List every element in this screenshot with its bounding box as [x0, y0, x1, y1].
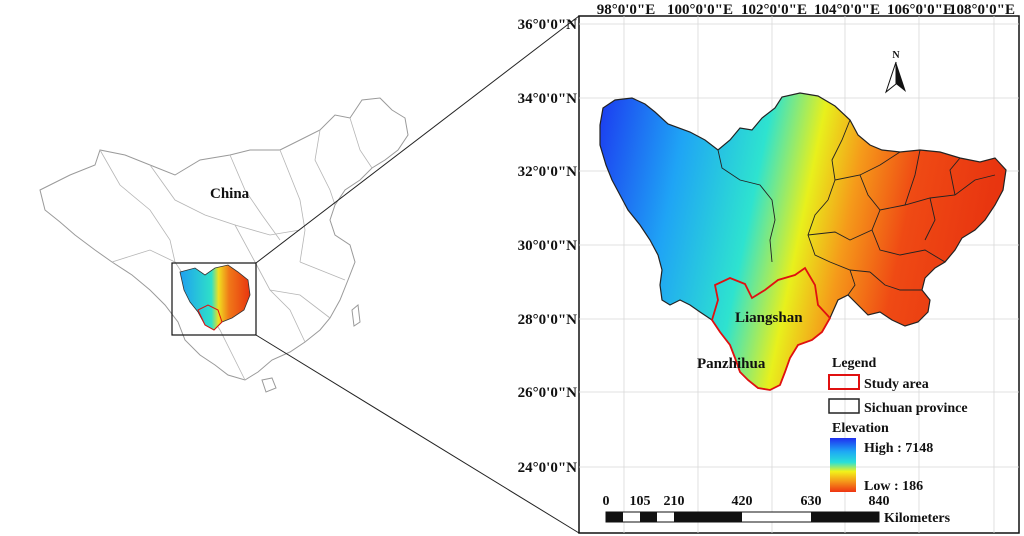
- connector-bottom: [255, 334, 580, 534]
- lon-label: 102°0'0"E: [741, 2, 807, 18]
- legend-title: Legend: [832, 356, 877, 371]
- hainan-island: [261, 377, 277, 393]
- liangshan-label: Liangshan: [735, 310, 803, 326]
- legend-high-label: High : 7148: [864, 441, 933, 456]
- scale-tick-label: 840: [869, 494, 890, 509]
- lat-label: 28°0'0"N: [518, 312, 577, 328]
- panzhihua-label: Panzhihua: [697, 356, 766, 372]
- lat-label: 32°0'0"N: [518, 164, 577, 180]
- legend-province-label: Sichuan province: [864, 401, 968, 416]
- lon-label: 100°0'0"E: [667, 2, 733, 18]
- legend-study-area-label: Study area: [864, 377, 929, 392]
- china-outline: [39, 97, 409, 381]
- municipal-boundaries: [717, 119, 996, 296]
- mini-sichuan-province: [179, 264, 251, 331]
- scale-unit-label: Kilometers: [884, 511, 951, 526]
- china-overview-map: China: [39, 97, 409, 393]
- legend-elevation-ramp: [830, 438, 856, 492]
- inset-box: [171, 262, 257, 336]
- legend-elevation-title: Elevation: [832, 421, 889, 436]
- scale-tick-label: 210: [664, 494, 685, 509]
- scale-bar: 0 105 210 420 630 840 Kilometers: [603, 494, 951, 526]
- lon-label: 108°0'0"E: [949, 2, 1015, 18]
- lon-label: 106°0'0"E: [887, 2, 953, 18]
- lat-label: 26°0'0"N: [518, 385, 577, 401]
- scale-tick-label: 630: [801, 494, 822, 509]
- north-label: N: [892, 50, 900, 61]
- lat-label: 24°0'0"N: [518, 460, 577, 476]
- lon-label: 104°0'0"E: [814, 2, 880, 18]
- china-province-borders: [99, 117, 373, 381]
- lat-label: 34°0'0"N: [518, 91, 577, 107]
- legend-study-area-swatch: [828, 374, 860, 390]
- scale-tick-label: 105: [630, 494, 651, 509]
- mini-study-area: [197, 304, 223, 331]
- north-arrow-icon: N: [884, 50, 906, 94]
- legend: Legend Study area Sichuan province Eleva…: [828, 356, 968, 494]
- connector-top: [255, 15, 580, 264]
- lat-label: 36°0'0"N: [518, 17, 577, 33]
- detail-map: 98°0'0"E 100°0'0"E 102°0'0"E 104°0'0"E 1…: [518, 2, 1020, 534]
- longitude-labels: 98°0'0"E 100°0'0"E 102°0'0"E 104°0'0"E 1…: [597, 2, 1015, 18]
- lat-label: 30°0'0"N: [518, 238, 577, 254]
- legend-province-swatch: [828, 398, 860, 414]
- scale-tick-label: 420: [732, 494, 753, 509]
- study-area-boundary: [711, 266, 832, 391]
- scale-tick-label: 0: [603, 494, 610, 509]
- lon-label: 98°0'0"E: [597, 2, 656, 18]
- sichuan-elevation-raster: [599, 92, 1007, 391]
- latitude-labels: 36°0'0"N 34°0'0"N 32°0'0"N 30°0'0"N 28°0…: [518, 17, 577, 476]
- taiwan-island: [351, 304, 361, 327]
- legend-low-label: Low : 186: [864, 479, 923, 494]
- china-label: China: [210, 186, 250, 202]
